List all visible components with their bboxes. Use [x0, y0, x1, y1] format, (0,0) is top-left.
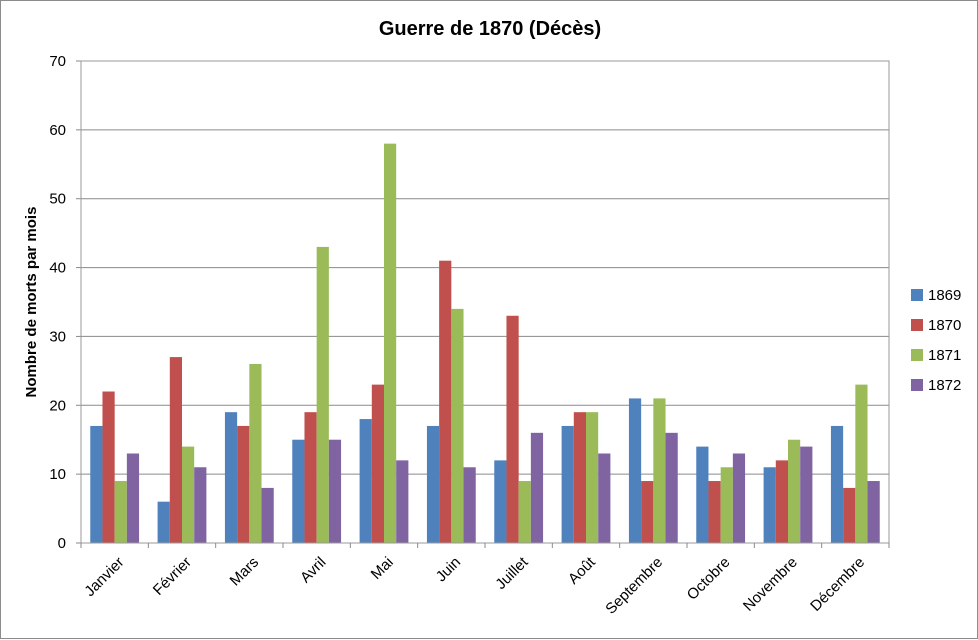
- bar-1872-octobre: [732, 453, 746, 543]
- bar-1869-septembre: [628, 398, 642, 543]
- bar-1870-septembre: [641, 481, 654, 543]
- y-tick-label: 50: [49, 191, 66, 208]
- legend-label-1869: 1869: [928, 287, 961, 304]
- bar-1870-août: [573, 412, 586, 543]
- bar-1872-novembre: [800, 446, 813, 543]
- bar-1870-novembre: [775, 460, 788, 543]
- legend-swatch-1870: [911, 319, 923, 331]
- bar-1869-novembre: [763, 467, 776, 543]
- bar-1872-septembre: [665, 432, 678, 543]
- bar-1871-septembre: [653, 398, 666, 543]
- bar-1871-mai: [384, 143, 397, 543]
- bar-1869-août: [561, 425, 574, 543]
- x-tick-label: Décembre: [807, 554, 868, 615]
- bars: [90, 143, 880, 543]
- bar-1870-février: [169, 357, 182, 543]
- bar-1870-avril: [304, 412, 317, 543]
- x-tick-label: Juin: [433, 554, 464, 585]
- bar-1869-mai: [359, 419, 372, 543]
- bar-1872-avril: [328, 439, 342, 543]
- bar-1869-juillet: [494, 460, 507, 543]
- bar-1872-juillet: [530, 432, 544, 543]
- bar-1870-mai: [371, 384, 384, 543]
- bar-1869-mars: [224, 412, 238, 543]
- bar-1870-mars: [237, 425, 250, 543]
- x-tick-label: Juillet: [492, 553, 532, 593]
- bar-1869-juin: [426, 425, 440, 543]
- chart-title: Guerre de 1870 (Décès): [379, 18, 601, 40]
- bar-1870-octobre: [708, 481, 721, 543]
- legend-swatch-1869: [911, 289, 923, 301]
- x-tick-label: Mars: [227, 554, 263, 590]
- bar-1870-juin: [439, 260, 452, 543]
- y-tick-label: 30: [49, 328, 66, 345]
- bar-1871-juillet: [518, 481, 531, 543]
- x-tick-label: Septembre: [602, 554, 666, 618]
- bar-1871-août: [586, 412, 599, 543]
- legend: 1869 1870 1871 1872: [911, 287, 961, 394]
- x-tick-label: Avril: [297, 554, 329, 586]
- bar-1871-juin: [451, 308, 464, 543]
- bar-1871-février: [182, 446, 195, 543]
- y-tick-label: 40: [49, 260, 66, 277]
- legend-swatch-1871: [911, 349, 923, 361]
- bar-1869-octobre: [696, 446, 709, 543]
- x-tick-label: Janvier: [81, 554, 127, 600]
- bar-1872-mars: [261, 487, 274, 543]
- bar-1869-février: [157, 501, 170, 543]
- y-axis-label: Nombre de morts par mois: [23, 207, 40, 398]
- legend-label-1871: 1871: [928, 347, 961, 364]
- bar-1872-janvier: [126, 453, 140, 543]
- y-tick-label: 60: [49, 122, 66, 139]
- bar-1871-octobre: [720, 467, 733, 543]
- x-tick-label: Novembre: [740, 554, 801, 615]
- bar-1869-janvier: [90, 425, 103, 543]
- bar-1872-juin: [463, 467, 476, 543]
- bar-1872-décembre: [867, 481, 880, 543]
- bar-1871-novembre: [788, 439, 801, 543]
- y-tick-label: 10: [49, 466, 66, 483]
- legend-swatch-1872: [911, 379, 923, 391]
- legend-label-1870: 1870: [928, 317, 961, 334]
- x-tick-label: Février: [150, 554, 195, 599]
- bar-1870-janvier: [102, 391, 115, 543]
- bar-1871-mars: [249, 363, 262, 543]
- legend-label-1872: 1872: [928, 377, 961, 394]
- x-tick-label: Août: [565, 553, 599, 587]
- y-tick-label: 0: [58, 535, 66, 552]
- bar-1871-décembre: [855, 384, 868, 543]
- bar-1871-janvier: [114, 481, 127, 543]
- y-tick-label: 20: [49, 397, 66, 414]
- bar-1872-mai: [396, 460, 409, 543]
- x-tick-label: Octobre: [684, 554, 734, 604]
- bar-1871-avril: [316, 246, 329, 543]
- bar-1870-juillet: [506, 315, 519, 543]
- x-tick-label: Mai: [368, 554, 397, 583]
- bar-1872-août: [598, 453, 611, 543]
- x-axis-ticks: Janvier Février Mars Avril Mai Juin Juillet Aoû…: [80, 543, 890, 618]
- bar-1872-février: [194, 467, 207, 543]
- y-axis-ticks: 0 10 20 30 40 50 60 70: [49, 53, 81, 552]
- bar-1869-avril: [292, 439, 305, 543]
- y-tick-label: 70: [49, 53, 66, 70]
- bar-1869-décembre: [830, 425, 844, 543]
- bar-1870-décembre: [843, 487, 856, 543]
- gridlines: [81, 60, 889, 475]
